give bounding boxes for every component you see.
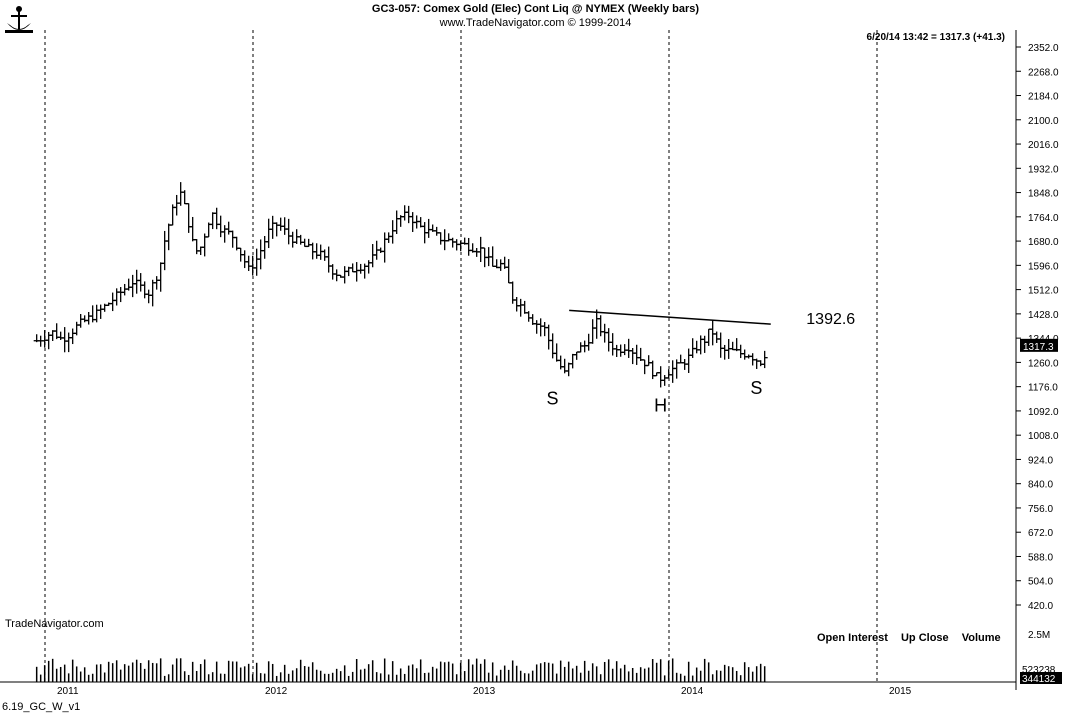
x-tick-label: 2012 xyxy=(265,686,288,697)
x-tick-label: 2013 xyxy=(473,686,496,697)
chart-subtitle: www.TradeNavigator.com © 1999-2014 xyxy=(439,17,632,29)
last-quote: 6/20/14 13:42 = 1317.3 (+41.3) xyxy=(866,32,1005,43)
footer-label: 6.19_GC_W_v1 xyxy=(2,701,81,713)
y-tick-label: 672.0 xyxy=(1028,528,1053,539)
y-tick-label: 1260.0 xyxy=(1028,358,1059,369)
price-axis: 2352.0 2268.0 2184.0 2100.0 2016.0 1932.0 1848… xyxy=(1016,43,1059,612)
pattern-label-0: S xyxy=(547,388,559,408)
legend-up-close: Up Close xyxy=(900,632,949,644)
x-tick-label: 2011 xyxy=(57,686,79,697)
volume-last-tag xyxy=(1020,672,1062,684)
time-axis: 2011 2012 2013 2014 2015 xyxy=(57,686,912,697)
chart-title: GC3-057: Comex Gold (Elec) Cont Liq @ NY… xyxy=(371,3,700,15)
pattern-label-1: H xyxy=(654,395,667,415)
legend-open-interest: Open Interest xyxy=(817,632,888,644)
y-tick-label: 1680.0 xyxy=(1028,237,1059,248)
volume-last-value-2: 344132 xyxy=(1022,674,1056,685)
volume-legend: Open Interest Up Close Volume xyxy=(817,632,1011,644)
volume-tick-label: 2.5M xyxy=(1028,630,1050,641)
neckline-trendline xyxy=(569,309,771,325)
y-tick-label: 756.0 xyxy=(1028,504,1053,515)
legend-volume: Volume xyxy=(961,632,1001,644)
y-tick-label: 1092.0 xyxy=(1028,407,1059,418)
neckline-value-label: 1392.6 xyxy=(806,311,855,328)
y-tick-label: 588.0 xyxy=(1028,552,1053,563)
price-bars xyxy=(33,182,768,388)
trade-navigator-logo-icon xyxy=(5,6,33,33)
y-tick-label: 1428.0 xyxy=(1028,310,1059,321)
x-tick-label: 2014 xyxy=(681,686,704,697)
y-tick-label: 1932.0 xyxy=(1028,164,1059,175)
y-tick-label: 2016.0 xyxy=(1028,140,1059,151)
y-tick-label: 2268.0 xyxy=(1028,67,1059,78)
y-tick-label: 840.0 xyxy=(1028,480,1053,491)
grid-lines xyxy=(0,30,1017,690)
y-tick-label: 2352.0 xyxy=(1028,43,1059,54)
y-tick-label: 924.0 xyxy=(1028,455,1053,466)
annotations: S H S 1392.6 xyxy=(547,309,855,415)
watermark: TradeNavigator.com xyxy=(5,618,104,630)
y-tick-label: 1848.0 xyxy=(1028,189,1059,200)
y-tick-label: 1176.0 xyxy=(1028,383,1058,394)
x-tick-label: 2015 xyxy=(889,686,912,697)
y-tick-label: 1008.0 xyxy=(1028,431,1059,442)
y-tick-label: 1512.0 xyxy=(1028,286,1059,297)
y-tick-label: 2184.0 xyxy=(1028,92,1059,103)
y-tick-label: 1764.0 xyxy=(1028,213,1059,224)
volume-last-value-1: 523238 xyxy=(1022,665,1056,676)
last-price-tag-label: 1317.3 xyxy=(1023,342,1054,353)
y-tick-label: 2100.0 xyxy=(1028,116,1059,127)
y-tick-label: 1596.0 xyxy=(1028,261,1059,272)
y-tick-label: 504.0 xyxy=(1028,577,1053,588)
last-price-tag xyxy=(1020,338,1058,352)
y-tick-label: 420.0 xyxy=(1028,601,1053,612)
pattern-label-2: S xyxy=(750,378,762,398)
